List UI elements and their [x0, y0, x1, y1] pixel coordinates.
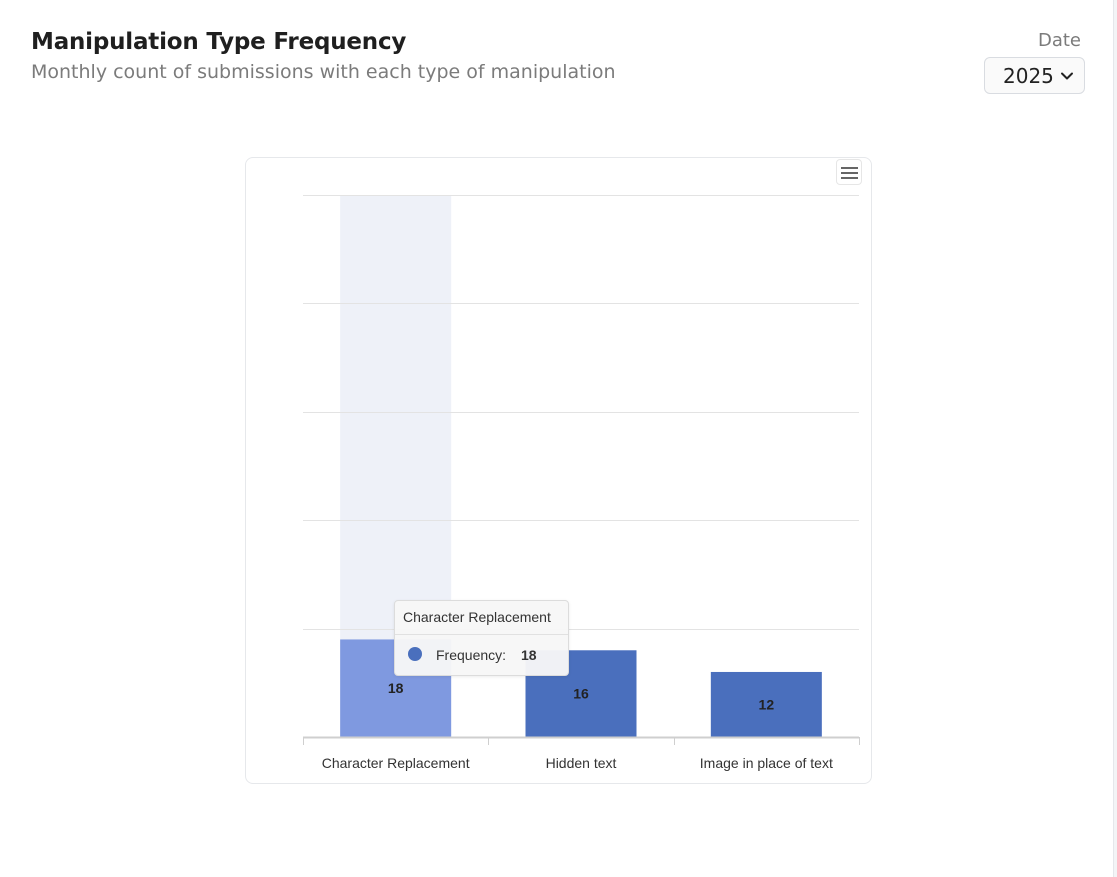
hamburger-menu-icon — [841, 167, 858, 169]
data-label: 12 — [759, 696, 775, 712]
x-tick-label: Character Replacement — [322, 755, 470, 771]
year-select-value: 2025 — [1003, 64, 1054, 88]
data-label: 16 — [573, 686, 589, 702]
page-title: Manipulation Type Frequency — [31, 29, 407, 55]
year-select[interactable]: 2025 — [984, 57, 1085, 94]
x-tick-label: Hidden text — [546, 755, 617, 771]
bar — [710, 671, 822, 737]
data-label: 18 — [388, 680, 404, 696]
tooltip-category: Character Replacement — [403, 609, 551, 625]
x-tick-label: Image in place of text — [700, 755, 833, 771]
date-filter-label: Date — [1037, 30, 1081, 51]
chart-tooltip: Character Replacement Frequency: 18 — [394, 600, 569, 676]
tooltip-divider — [395, 634, 568, 635]
page-subtitle: Monthly count of submissions with each t… — [31, 61, 616, 83]
tooltip-series-marker — [408, 647, 422, 661]
tooltip-series-name: Frequency: — [436, 647, 507, 663]
chart-menu-button[interactable] — [836, 159, 862, 185]
chevron-down-icon — [1061, 72, 1073, 80]
tooltip-value: 18 — [521, 647, 537, 663]
